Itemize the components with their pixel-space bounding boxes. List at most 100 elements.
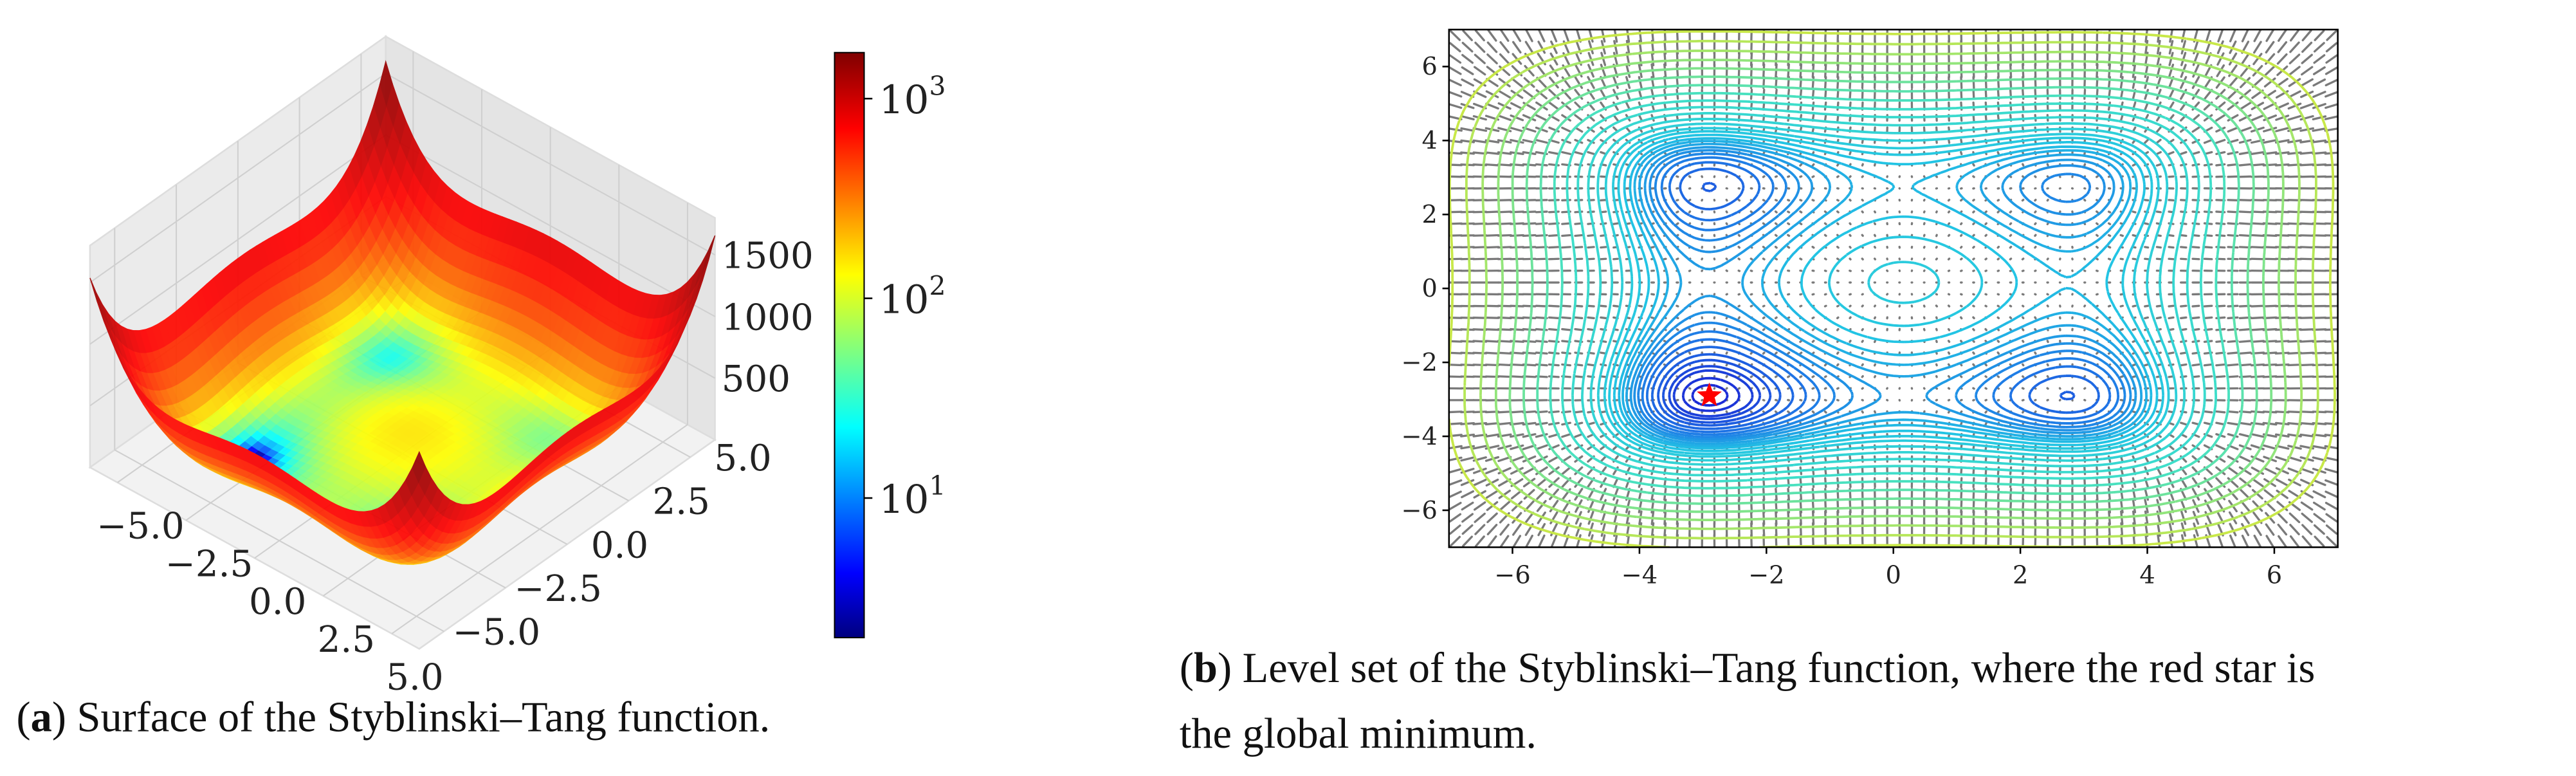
quiver-arrow (1497, 375, 1512, 378)
quiver-arrow (1762, 375, 1766, 378)
quiver-arrow (1574, 375, 1584, 378)
quiver-arrow (1448, 91, 1463, 98)
quiver-arrow (1762, 398, 1766, 402)
quiver-arrow (1775, 522, 1778, 537)
quiver-arrow (1799, 387, 1803, 390)
quiver-arrow (1523, 488, 1535, 500)
quiver-arrow (1650, 328, 1655, 331)
quiver-arrow (1474, 524, 1486, 535)
quiver-arrow (1947, 222, 1951, 226)
quiver-arrow (1972, 363, 1975, 367)
quiver-arrow (2107, 351, 2112, 355)
quiver-arrow (1535, 455, 1548, 463)
quiver-arrow (2132, 29, 2136, 43)
quiver-arrow (1960, 222, 1963, 226)
quiver-arrow (1823, 375, 1827, 378)
quiver-arrow (1688, 387, 1692, 390)
quiver-arrow (1701, 293, 1704, 296)
quiver-arrow (1960, 198, 1963, 202)
quiver-arrow (1861, 510, 1864, 526)
quiver-arrow (1972, 499, 1975, 513)
quiver-arrow (1787, 245, 1791, 249)
quiver-arrow (1600, 175, 1607, 178)
quiver-arrow (1448, 66, 1462, 75)
quiver-arrow (1625, 126, 1631, 133)
quiver-arrow (1497, 421, 1512, 426)
quiver-arrow (2046, 222, 2049, 226)
quiver-arrow (1701, 175, 1704, 178)
quiver-arrow (2132, 234, 2137, 237)
quiver-arrow (1474, 512, 1486, 523)
quiver-arrow (2034, 316, 2037, 320)
quiver-arrow (2046, 51, 2049, 67)
quiver-arrow (1972, 175, 1975, 178)
quiver-arrow (1873, 163, 1876, 167)
grid-line (385, 134, 716, 317)
quiver-arrow (1972, 89, 1975, 100)
quiver-arrow (2009, 363, 2013, 367)
quiver-arrow (1650, 51, 1655, 67)
quiver-arrow (2021, 198, 2025, 202)
quiver-arrow (1448, 490, 1462, 498)
quiver-arrow (1512, 512, 1522, 524)
quiver-arrow (1947, 328, 1951, 331)
quiver-arrow (1861, 328, 1864, 331)
quiver-arrow (1787, 316, 1791, 320)
quiver-arrow (1497, 115, 1512, 122)
quiver-arrow (1787, 398, 1791, 402)
quiver-arrow (1461, 41, 1474, 53)
quiver-arrow (1960, 316, 1963, 320)
quiver-arrow (1676, 316, 1679, 320)
quiver-arrow (1498, 89, 1512, 99)
quiver-arrow (2107, 488, 2112, 501)
quiver-arrow (1836, 269, 1840, 272)
quiver-arrow (1574, 76, 1584, 89)
quiver-arrow (1811, 316, 1815, 320)
quiver-arrow (1484, 433, 1500, 438)
quiver-arrow (2132, 163, 2137, 167)
quiver-arrow (1510, 114, 1524, 122)
quiver-arrow (1960, 138, 1963, 144)
quiver-arrow (1548, 477, 1560, 488)
quiver-arrow (2009, 245, 2013, 249)
quiver-arrow (2168, 234, 2175, 237)
quiver-arrow (2096, 234, 2099, 237)
grid-line (89, 134, 387, 345)
caption-label: a (31, 694, 52, 741)
quiver-arrow (1972, 328, 1975, 331)
quiver-arrow (1561, 151, 1571, 155)
quiver-arrow (2096, 328, 2099, 331)
quiver-arrow (1811, 163, 1815, 167)
quiver-arrow (1638, 499, 1643, 513)
quiver-arrow (1787, 234, 1791, 237)
quiver-arrow (1535, 138, 1548, 144)
quiver-arrow (1787, 51, 1790, 67)
quiver-arrow (1510, 467, 1524, 475)
quiver-arrow (1448, 79, 1462, 87)
quiver-arrow (1960, 29, 1963, 43)
quiver-arrow (1762, 387, 1766, 390)
quiver-arrow (1787, 375, 1791, 378)
quiver-arrow (1509, 234, 1524, 237)
quiver-arrow (2155, 340, 2162, 343)
quiver-arrow (1688, 293, 1692, 296)
quiver-arrow (1548, 234, 1560, 237)
surface (89, 60, 716, 565)
quiver-arrow (1811, 351, 1815, 355)
quiver-arrow (1522, 114, 1537, 122)
quiver-arrow (1972, 351, 1975, 355)
tick-base: 10 (879, 77, 929, 123)
quiver-arrow (1749, 410, 1753, 414)
quiver-arrow (1524, 65, 1535, 77)
colorbar (834, 51, 865, 638)
quiver-arrow (1960, 151, 1963, 156)
quiver-arrow (1972, 340, 1975, 343)
quiver-arrow (1625, 175, 1631, 178)
quiver-arrow (1836, 387, 1840, 390)
quiver-arrow (1823, 222, 1827, 226)
quiver-arrow (2009, 293, 2013, 296)
quiver-arrow (2046, 387, 2049, 390)
quiver-arrow (1811, 522, 1814, 537)
quiver-arrow (2009, 387, 2013, 390)
